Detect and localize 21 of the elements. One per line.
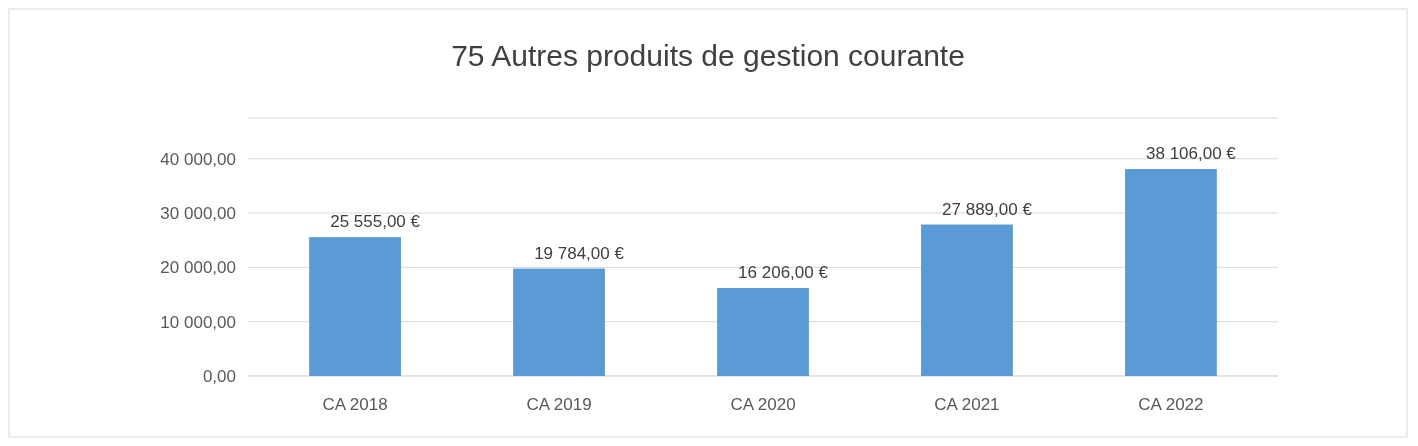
data-label: 25 555,00 € (330, 212, 421, 232)
bar (309, 237, 401, 376)
bar (717, 287, 809, 376)
data-label: 16 206,00 € (738, 262, 829, 282)
y-tick-label: 0,00 (202, 366, 236, 386)
x-tick-label: CA 2019 (526, 395, 592, 414)
x-tick-label: CA 2018 (322, 395, 388, 414)
data-label: 38 106,00 € (1146, 144, 1237, 164)
y-tick-label: 10 000,00 (160, 312, 236, 332)
y-tick-label: 40 000,00 (160, 149, 236, 169)
x-tick-label: CA 2022 (1138, 395, 1204, 414)
bar (1125, 169, 1217, 376)
bar (513, 268, 605, 376)
x-tick-label: CA 2020 (730, 395, 796, 414)
data-label: 19 784,00 € (534, 243, 625, 263)
chart-title: 75 Autres produits de gestion courante (451, 39, 965, 72)
x-tick-label: CA 2021 (934, 395, 1000, 414)
data-label: 27 889,00 € (942, 199, 1033, 219)
y-tick-label: 30 000,00 (160, 204, 236, 223)
y-tick-label: 20 000,00 (160, 258, 236, 278)
bar (921, 224, 1013, 376)
